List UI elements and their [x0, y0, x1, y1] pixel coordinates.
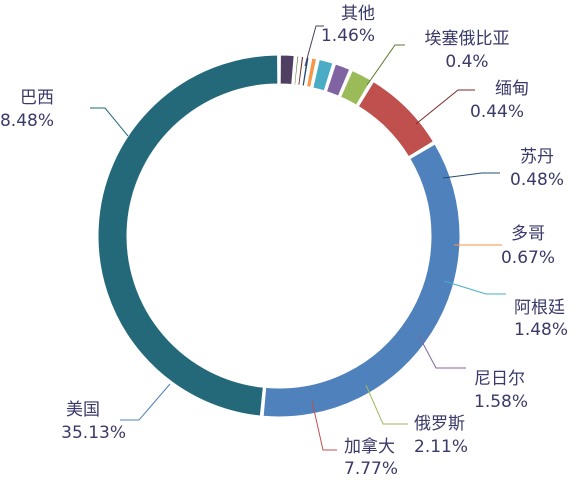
- leader-line: [304, 25, 324, 67]
- segment-percent-label: 0.44%: [470, 102, 524, 122]
- donut-segment: [297, 55, 305, 86]
- segment-name-label: 多哥: [511, 224, 545, 244]
- leader-line: [366, 44, 405, 86]
- donut-segment: [312, 58, 334, 92]
- leader-line: [90, 107, 129, 137]
- segment-percent-label: 1.48%: [514, 320, 568, 340]
- donut-segment: [339, 69, 372, 106]
- donut-segment: [325, 63, 351, 97]
- donut-segment: [97, 54, 279, 417]
- segment-percent-label: 48.48%: [0, 111, 54, 131]
- segment-name-label: 尼日尔: [474, 369, 525, 389]
- segment-name-label: 阿根廷: [514, 298, 565, 318]
- donut-segment: [357, 80, 435, 158]
- segment-name-label: 埃塞俄比亚: [425, 29, 510, 49]
- segment-name-label: 缅甸: [495, 79, 529, 99]
- segment-percent-label: 0.4%: [445, 52, 488, 72]
- segment-name-label: 俄罗斯: [414, 414, 465, 434]
- segment-percent-label: 2.11%: [414, 437, 468, 457]
- segment-percent-label: 0.48%: [510, 170, 564, 190]
- donut-segments: [97, 54, 461, 418]
- segment-name-label: 巴西: [20, 88, 54, 108]
- segment-percent-label: 7.77%: [344, 459, 398, 479]
- leader-line: [443, 280, 506, 295]
- donut-segment: [279, 54, 295, 86]
- leader-line: [365, 384, 408, 425]
- segment-name-label: 加拿大: [344, 436, 395, 457]
- segment-percent-label: 1.46%: [321, 26, 375, 46]
- leader-line: [120, 383, 171, 421]
- segment-percent-label: 0.67%: [501, 248, 555, 268]
- segment-percent-label: 35.13%: [61, 423, 126, 443]
- donut-labels: 其他1.46% 埃塞俄比亚 0.4% 缅甸 0.44% 苏丹 0.48% 多哥 0.67% 阿根廷…: [0, 4, 568, 479]
- segment-name-label: 美国: [66, 400, 100, 420]
- segment-name-label: 其他: [341, 4, 375, 24]
- leader-line: [415, 89, 475, 125]
- donut-segment: [306, 57, 318, 88]
- leader-line: [418, 335, 466, 369]
- segment-percent-label: 1.58%: [474, 392, 528, 412]
- leader-line: [311, 400, 337, 451]
- donut-segment: [293, 55, 300, 86]
- donut-segment: [262, 143, 461, 418]
- segment-name-label: 苏丹: [520, 147, 554, 167]
- leader-line: [442, 172, 500, 179]
